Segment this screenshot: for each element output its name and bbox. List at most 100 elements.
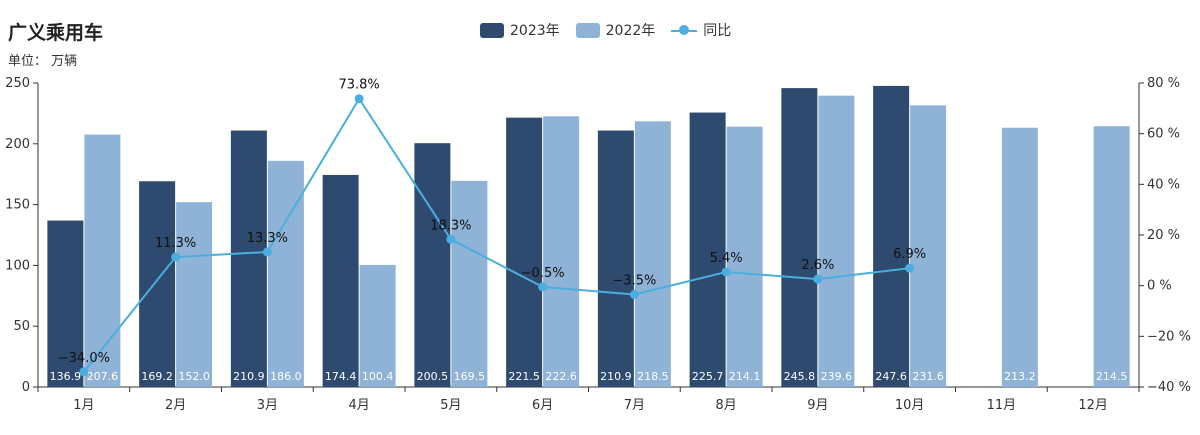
- yoy-value-label: 11.3%: [155, 236, 196, 251]
- x-tick-label: 7月: [624, 398, 645, 413]
- yoy-point: [813, 274, 823, 284]
- bar-2022年: [176, 202, 213, 387]
- y-left-tick-label: 200: [5, 137, 30, 152]
- y-left-tick-label: 100: [5, 258, 30, 273]
- legend-line-icon: [671, 23, 698, 38]
- y-right-tick-label: −40 %: [1147, 380, 1191, 395]
- unit-label: 单位： 万辆: [8, 54, 78, 69]
- yoy-point: [262, 247, 272, 257]
- bar-2022年: [359, 264, 396, 387]
- legend-swatch-2023: [480, 22, 504, 38]
- bar-2022年: [451, 180, 488, 387]
- x-tick-label: 11月: [987, 398, 1017, 413]
- yoy-value-label: −0.5%: [521, 266, 565, 281]
- yoy-value-label: −34.0%: [58, 351, 110, 366]
- y-right-tick-label: −20 %: [1147, 329, 1191, 344]
- yoy-value-label: −3.5%: [612, 274, 656, 289]
- y-left-tick-label: 250: [5, 76, 30, 91]
- yoy-value-label: 5.4%: [710, 251, 743, 266]
- x-tick-label: 10月: [895, 398, 925, 413]
- yoy-point: [446, 234, 456, 244]
- yoy-value-label: 13.3%: [247, 231, 288, 246]
- y-right-tick-label: 80 %: [1147, 76, 1180, 91]
- yoy-value-label: 73.8%: [338, 78, 379, 93]
- bar-2023年: [781, 88, 818, 387]
- bar-value-label: 174.4: [325, 370, 357, 383]
- yoy-point: [721, 267, 731, 277]
- x-tick-label: 2月: [165, 398, 186, 413]
- y-right-tick-label: 40 %: [1147, 177, 1180, 192]
- yoy-point: [629, 290, 639, 300]
- y-left-tick-label: 50: [13, 319, 30, 334]
- yoy-value-label: 2.6%: [801, 258, 834, 273]
- bar-2022年: [1001, 127, 1038, 387]
- bar-2022年: [910, 105, 947, 388]
- bar-value-label: 186.0: [270, 370, 302, 383]
- legend-label-2022: 2022年: [605, 23, 656, 39]
- bar-2022年: [818, 95, 855, 388]
- x-tick-label: 8月: [715, 398, 736, 413]
- bar-value-label: 136.9: [50, 370, 82, 383]
- bar-2022年: [543, 116, 580, 388]
- legend-item-yoy[interactable]: 同比: [671, 20, 731, 40]
- legend-item-2022[interactable]: 2022年: [575, 20, 656, 40]
- x-tick-label: 12月: [1078, 398, 1108, 413]
- bar-value-label: 218.5: [637, 370, 669, 383]
- bar-2023年: [139, 181, 176, 387]
- bar-value-label: 152.0: [178, 370, 210, 383]
- bar-2022年: [1093, 126, 1130, 387]
- bar-2022年: [84, 134, 121, 387]
- bar-value-label: 225.7: [692, 370, 724, 383]
- bar-value-label: 200.5: [417, 370, 449, 383]
- bar-2023年: [322, 174, 359, 387]
- bar-value-label: 222.6: [545, 370, 577, 383]
- bar-value-label: 245.8: [784, 370, 816, 383]
- bar-2022年: [267, 160, 304, 387]
- x-tick-label: 3月: [257, 398, 278, 413]
- bar-value-label: 247.6: [875, 370, 907, 383]
- bar-value-label: 169.2: [141, 370, 173, 383]
- bar-value-label: 214.5: [1096, 370, 1128, 383]
- bar-value-label: 210.9: [233, 370, 265, 383]
- bar-value-label: 213.2: [1004, 370, 1036, 383]
- bar-2023年: [506, 117, 543, 387]
- bar-value-label: 210.9: [600, 370, 632, 383]
- yoy-value-label: 6.9%: [893, 247, 926, 262]
- x-tick-label: 6月: [532, 398, 553, 413]
- bar-2023年: [230, 130, 267, 387]
- bar-value-label: 207.6: [87, 370, 119, 383]
- bar-2022年: [726, 126, 763, 387]
- x-tick-label: 1月: [73, 398, 94, 413]
- bar-value-label: 169.5: [454, 370, 486, 383]
- yoy-point: [171, 252, 181, 262]
- legend-item-2023[interactable]: 2023年: [480, 20, 560, 40]
- yoy-point: [354, 94, 364, 104]
- yoy-value-label: 18.3%: [430, 218, 471, 233]
- legend-label-2023: 2023年: [510, 23, 560, 39]
- y-left-tick-label: 0: [22, 380, 30, 395]
- x-tick-label: 5月: [440, 398, 461, 413]
- y-right-tick-label: 0 %: [1147, 279, 1172, 294]
- y-right-tick-label: 20 %: [1147, 228, 1180, 243]
- yoy-point: [905, 263, 915, 273]
- x-tick-label: 4月: [348, 398, 369, 413]
- chart-legend[interactable]: 2023年 2022年 同比: [480, 20, 747, 40]
- bar-2023年: [414, 143, 451, 387]
- y-right-tick-label: 60 %: [1147, 127, 1180, 142]
- x-tick-label: 9月: [807, 398, 828, 413]
- bar-value-label: 221.5: [508, 370, 540, 383]
- yoy-line: [83, 96, 910, 373]
- yoy-point: [79, 367, 89, 377]
- bar-2023年: [47, 220, 84, 387]
- yoy-point: [538, 282, 548, 292]
- y-left-tick-label: 150: [5, 198, 30, 213]
- chart-title: 广义乘用车: [8, 22, 104, 44]
- legend-label-yoy: 同比: [703, 23, 732, 39]
- bar-2023年: [873, 85, 910, 388]
- bar-value-label: 231.6: [912, 370, 944, 383]
- bar-value-label: 214.1: [729, 370, 761, 383]
- bar-2023年: [689, 112, 726, 387]
- bar-value-label: 239.6: [821, 370, 853, 383]
- bar-2023年: [597, 130, 634, 387]
